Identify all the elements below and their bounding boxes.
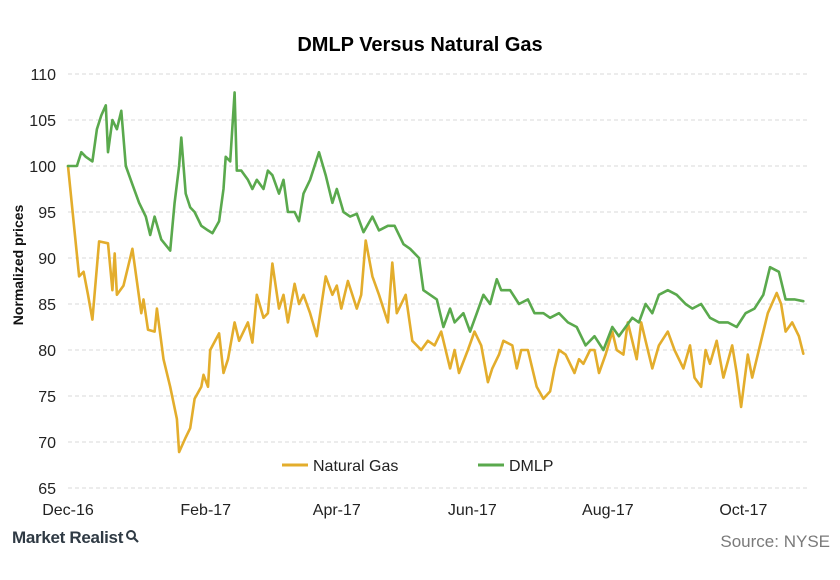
y-tick-label: 95 (38, 205, 56, 222)
x-tick-label: Apr-17 (313, 502, 361, 519)
y-tick-label: 100 (29, 159, 56, 176)
y-tick-label: 65 (38, 481, 56, 498)
x-tick-label: Dec-16 (42, 502, 94, 519)
source-note: Source: NYSE (720, 532, 830, 551)
y-axis-ticks: 65 70 75 80 85 90 95 100 105 110 (29, 67, 56, 498)
series-lines (66, 91, 805, 454)
y-tick-label: 75 (38, 389, 56, 406)
y-tick-label: 110 (30, 67, 56, 84)
y-tick-label: 90 (38, 251, 56, 268)
legend-label: DMLP (509, 458, 553, 475)
magnifier-icon (125, 528, 139, 543)
y-tick-label: 105 (29, 113, 56, 130)
y-axis-label: Normalized prices (10, 204, 26, 325)
x-tick-label: Feb-17 (180, 502, 231, 519)
brand-name: Market Realist (12, 528, 124, 547)
x-tick-label: Aug-17 (582, 502, 634, 519)
legend: Natural Gas DMLP (282, 458, 553, 475)
y-tick-label: 80 (38, 343, 56, 360)
y-tick-label: 70 (38, 435, 56, 452)
series-line-dmlp (66, 91, 805, 352)
legend-label: Natural Gas (313, 458, 398, 475)
x-axis-ticks: Dec-16 Feb-17 Apr-17 Jun-17 Aug-17 Oct-17 (42, 502, 767, 519)
y-tick-label: 85 (38, 297, 56, 314)
x-tick-label: Jun-17 (448, 502, 497, 519)
series-line-natural-gas (66, 164, 805, 454)
brand-logo: Market Realist (12, 528, 139, 548)
gridlines (68, 73, 810, 489)
chart-title: DMLP Versus Natural Gas (297, 34, 543, 56)
x-tick-label: Oct-17 (719, 502, 767, 519)
